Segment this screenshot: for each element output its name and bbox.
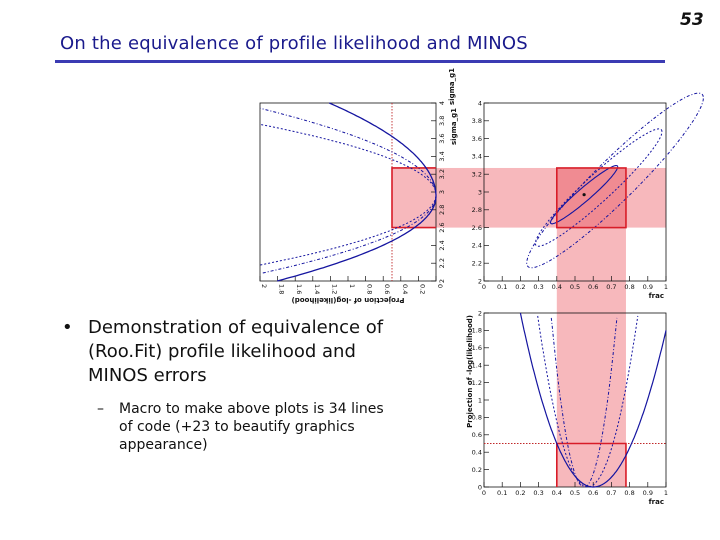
nll-tick-label: 1.4: [313, 284, 321, 294]
profile-y-tick-label: 1.6: [472, 344, 482, 352]
nll-tick-label: 2: [260, 284, 268, 288]
sigma-nll-curve: [260, 123, 437, 266]
profile-y-tick-label: 2: [478, 309, 482, 317]
nll-tick-label: 1.6: [295, 284, 303, 294]
slide-title: On the equivalence of profile likelihood…: [60, 33, 528, 54]
contour-x-tick-label: 0.7: [606, 283, 616, 291]
sigma-tick-label: 2: [438, 279, 446, 283]
profile-x-tick-label: 0.2: [515, 489, 525, 497]
contour-y-axis-label: sigma_g1: [450, 108, 458, 145]
profile-y-tick-label: 0.6: [472, 431, 482, 439]
sigma-tick-label: 3: [438, 190, 446, 194]
sub-bullet-marker: –: [97, 401, 104, 417]
profile-x-tick-label: 1: [664, 489, 668, 497]
profile-y-tick-label: 1.4: [472, 362, 482, 370]
profile-x-tick-label: 0.4: [552, 489, 562, 497]
nll-tick-label: 1.2: [330, 284, 338, 294]
profile-y-tick-label: 0: [478, 483, 482, 491]
contour-x-tick-label: 0.3: [533, 283, 543, 291]
contour-x-axis-label: frac: [649, 292, 664, 300]
sigma-tick-label: 2.8: [438, 205, 446, 215]
contour-x-tick-label: 0.8: [624, 283, 634, 291]
contour-x-tick-label: 0.9: [643, 283, 653, 291]
contour-x-tick-label: 0.2: [515, 283, 525, 291]
sigma-tick-label: 4: [438, 101, 446, 105]
profile-y-axis-label: Projection of -log(likelihood): [466, 315, 474, 428]
profile-y-tick-label: 0.4: [472, 449, 482, 457]
sub-bullet-text: Macro to make above plots is 34 lines of…: [119, 401, 384, 453]
nll-tick-label: 0.8: [366, 284, 374, 294]
sigma-nll-curve-alt: [260, 107, 437, 274]
contour-y-tick-label: 3.8: [472, 117, 482, 125]
contour-y-tick-label: 2.4: [472, 242, 482, 250]
sigma-tick-label: 2.4: [438, 240, 446, 250]
profile-x-tick-label: 0.8: [624, 489, 634, 497]
sigma-tick-label: 2.2: [438, 258, 446, 268]
profile-x-tick-label: 0.3: [533, 489, 543, 497]
contour-x-tick-label: 1: [664, 283, 668, 291]
contour-x-tick-label: 0.1: [497, 283, 507, 291]
nll-tick-label: 1.8: [278, 284, 286, 294]
contour-y-tick-label: 2.6: [472, 224, 482, 232]
contour-y-tick-label: 2.8: [472, 206, 482, 214]
profile-y-tick-label: 1.8: [472, 327, 482, 335]
sigma-tick-label: 3.2: [438, 169, 446, 179]
minos-box-fill: [556, 167, 626, 228]
title-underline: [55, 60, 665, 63]
bullet-text: Demonstration of equivalence of (Roo.Fit…: [88, 317, 384, 386]
nll-tick-label: 0.6: [383, 284, 391, 294]
contour-x-tick-label: 0: [482, 283, 486, 291]
contour-y-tick-label: 3.2: [472, 171, 482, 179]
profile-x-tick-label: 0.7: [606, 489, 616, 497]
minos-box: [555, 167, 627, 229]
profile-y-tick-label: 1: [478, 396, 482, 404]
page-number: 53: [680, 10, 704, 30]
profile-y-tick-label: 0.8: [472, 414, 482, 422]
bullet-marker: •: [62, 317, 73, 338]
sigma-tick-label: 3.6: [438, 133, 446, 143]
contour-y-tick-label: 4: [478, 99, 482, 107]
contour-x-tick-label: 0.6: [588, 283, 598, 291]
nll-tick-label: 0.4: [401, 284, 409, 294]
profile-minos-box: [555, 442, 627, 487]
sigma-tick-label: 2.6: [438, 222, 446, 232]
contour-x-tick-label: 0.5: [570, 283, 580, 291]
sigma-tick-label: 3.4: [438, 151, 446, 161]
profile-x-axis-label: frac: [649, 498, 664, 506]
contour-y-tick-label: 3: [478, 188, 482, 196]
nll-tick-label: 0.2: [418, 284, 426, 294]
nll-axis-label: Projection of -log(likelihood): [292, 296, 405, 304]
contour-y-tick-label: 2: [478, 277, 482, 285]
profile-x-tick-label: 0: [482, 489, 486, 497]
nll-tick-label: 1: [348, 284, 356, 288]
contour-y-tick-label: 2.2: [472, 260, 482, 268]
profile-curve: [519, 312, 667, 488]
profile-y-tick-label: 1.2: [472, 379, 482, 387]
contour-2sigma: [534, 128, 663, 247]
profile-x-tick-label: 0.9: [643, 489, 653, 497]
sigma-axis-label: sigma_g1: [448, 68, 456, 105]
best-fit-marker: [582, 193, 586, 197]
nll-curve: [537, 315, 639, 488]
contour-3sigma: [526, 92, 704, 269]
profile-x-tick-label: 0.1: [497, 489, 507, 497]
contour-y-tick-label: 3.4: [472, 153, 482, 161]
sigma-tick-label: 3.8: [438, 116, 446, 126]
profile-x-tick-label: 0.6: [588, 489, 598, 497]
contour-x-tick-label: 0.4: [552, 283, 562, 291]
contour-1sigma: [549, 164, 619, 225]
nll-tick-label: 0: [436, 284, 444, 288]
contour-y-tick-label: 3.6: [472, 135, 482, 143]
profile-y-tick-label: 0.2: [472, 466, 482, 474]
profile-x-tick-label: 0.5: [570, 489, 580, 497]
